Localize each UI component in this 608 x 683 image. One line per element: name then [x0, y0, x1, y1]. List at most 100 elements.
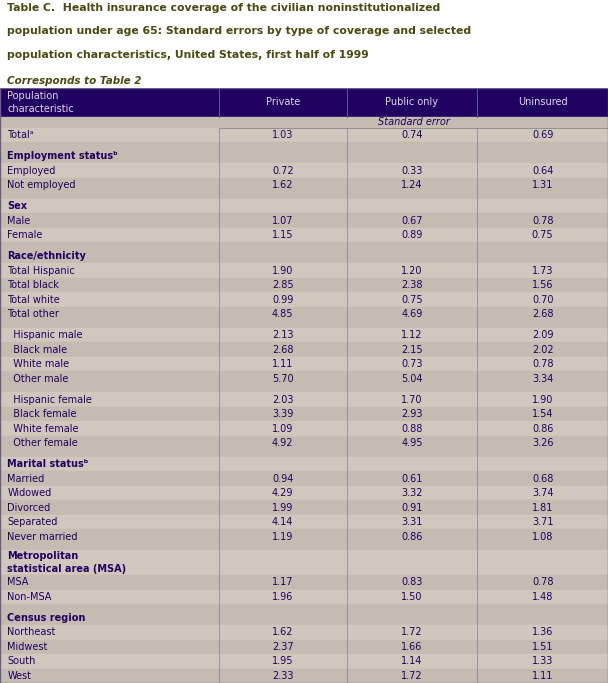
Text: 0.75: 0.75: [532, 230, 553, 240]
Bar: [0, 486, 608, 501]
Text: Total black: Total black: [7, 280, 59, 290]
Bar: [0, 421, 608, 436]
Bar: [0, 292, 608, 307]
Bar: [0, 307, 608, 322]
Text: Public only: Public only: [385, 98, 438, 107]
Text: 4.14: 4.14: [272, 517, 294, 527]
Bar: [0, 88, 608, 117]
Text: 2.33: 2.33: [272, 671, 294, 681]
Bar: [0, 178, 608, 193]
Bar: [0, 604, 608, 611]
Bar: [0, 386, 608, 393]
Bar: [0, 550, 608, 575]
Text: 0.89: 0.89: [401, 230, 423, 240]
Text: White male: White male: [7, 359, 69, 369]
Text: 3.74: 3.74: [532, 488, 553, 498]
Bar: [0, 407, 608, 421]
Text: Other male: Other male: [7, 374, 69, 384]
Text: Sex: Sex: [7, 201, 27, 211]
Text: 2.02: 2.02: [532, 345, 553, 354]
Bar: [0, 278, 608, 292]
Text: 1.72: 1.72: [401, 627, 423, 637]
Text: MSA: MSA: [7, 577, 29, 587]
Text: 1.95: 1.95: [272, 656, 294, 666]
Text: Private: Private: [266, 98, 300, 107]
Text: 0.88: 0.88: [401, 423, 423, 434]
Text: 0.78: 0.78: [532, 216, 553, 225]
Text: Married: Married: [7, 473, 44, 484]
Text: 4.69: 4.69: [401, 309, 423, 319]
Text: 2.38: 2.38: [401, 280, 423, 290]
Bar: [0, 322, 608, 328]
Text: 5.70: 5.70: [272, 374, 294, 384]
Bar: [0, 471, 608, 486]
Text: Total white: Total white: [7, 294, 60, 305]
Bar: [0, 436, 608, 450]
Text: 2.13: 2.13: [272, 330, 294, 340]
Text: 4.85: 4.85: [272, 309, 294, 319]
Bar: [0, 544, 608, 550]
Text: 1.14: 1.14: [401, 656, 423, 666]
Bar: [0, 654, 608, 669]
Text: 2.15: 2.15: [401, 345, 423, 354]
Text: 1.51: 1.51: [532, 642, 553, 652]
Text: 3.71: 3.71: [532, 517, 553, 527]
Bar: [0, 117, 608, 128]
Text: 3.32: 3.32: [401, 488, 423, 498]
Text: West: West: [7, 671, 31, 681]
Text: 1.17: 1.17: [272, 577, 294, 587]
Text: Uninsured: Uninsured: [518, 98, 567, 107]
Text: 4.95: 4.95: [401, 438, 423, 448]
Text: 3.39: 3.39: [272, 409, 294, 419]
Text: 1.99: 1.99: [272, 503, 294, 513]
Text: 1.90: 1.90: [272, 266, 294, 276]
Text: 1.20: 1.20: [401, 266, 423, 276]
Text: 2.93: 2.93: [401, 409, 423, 419]
Text: 0.73: 0.73: [401, 359, 423, 369]
Text: 0.99: 0.99: [272, 294, 294, 305]
Bar: [0, 193, 608, 199]
Text: 1.15: 1.15: [272, 230, 294, 240]
Bar: [0, 328, 608, 342]
Text: 2.68: 2.68: [532, 309, 553, 319]
Text: Separated: Separated: [7, 517, 58, 527]
Text: 0.68: 0.68: [532, 473, 553, 484]
Bar: [0, 575, 608, 589]
Text: 1.70: 1.70: [401, 395, 423, 404]
Bar: [0, 163, 608, 178]
Text: 0.86: 0.86: [532, 423, 553, 434]
Text: 0.75: 0.75: [401, 294, 423, 305]
Text: 2.85: 2.85: [272, 280, 294, 290]
Text: Total Hispanic: Total Hispanic: [7, 266, 75, 276]
Text: Marital statusᵇ: Marital statusᵇ: [7, 459, 89, 469]
Text: Totalᵃ: Totalᵃ: [7, 130, 34, 140]
Text: Midwest: Midwest: [7, 642, 47, 652]
Text: 1.24: 1.24: [401, 180, 423, 190]
Text: Metropolitan
statistical area (MSA): Metropolitan statistical area (MSA): [7, 551, 126, 574]
Bar: [0, 242, 608, 249]
Text: 0.33: 0.33: [401, 165, 423, 176]
Text: 4.92: 4.92: [272, 438, 294, 448]
Bar: [0, 128, 608, 142]
Bar: [0, 450, 608, 457]
Text: 0.67: 0.67: [401, 216, 423, 225]
Bar: [0, 501, 608, 515]
Text: 1.08: 1.08: [532, 531, 553, 542]
Text: Northeast: Northeast: [7, 627, 56, 637]
Text: Black male: Black male: [7, 345, 67, 354]
Text: Census region: Census region: [7, 613, 86, 623]
Text: population under age 65: Standard errors by type of coverage and selected: population under age 65: Standard errors…: [7, 27, 471, 36]
Text: 5.04: 5.04: [401, 374, 423, 384]
Text: 4.29: 4.29: [272, 488, 294, 498]
Text: Corresponds to Table 2: Corresponds to Table 2: [7, 76, 142, 85]
Text: 2.09: 2.09: [532, 330, 553, 340]
Text: 0.74: 0.74: [401, 130, 423, 140]
Text: 1.50: 1.50: [401, 591, 423, 602]
Text: 1.66: 1.66: [401, 642, 423, 652]
Text: Other female: Other female: [7, 438, 78, 448]
Bar: [0, 625, 608, 639]
Text: Hispanic male: Hispanic male: [7, 330, 83, 340]
Text: 1.56: 1.56: [532, 280, 553, 290]
Text: 0.61: 0.61: [401, 473, 423, 484]
Text: 1.72: 1.72: [401, 671, 423, 681]
